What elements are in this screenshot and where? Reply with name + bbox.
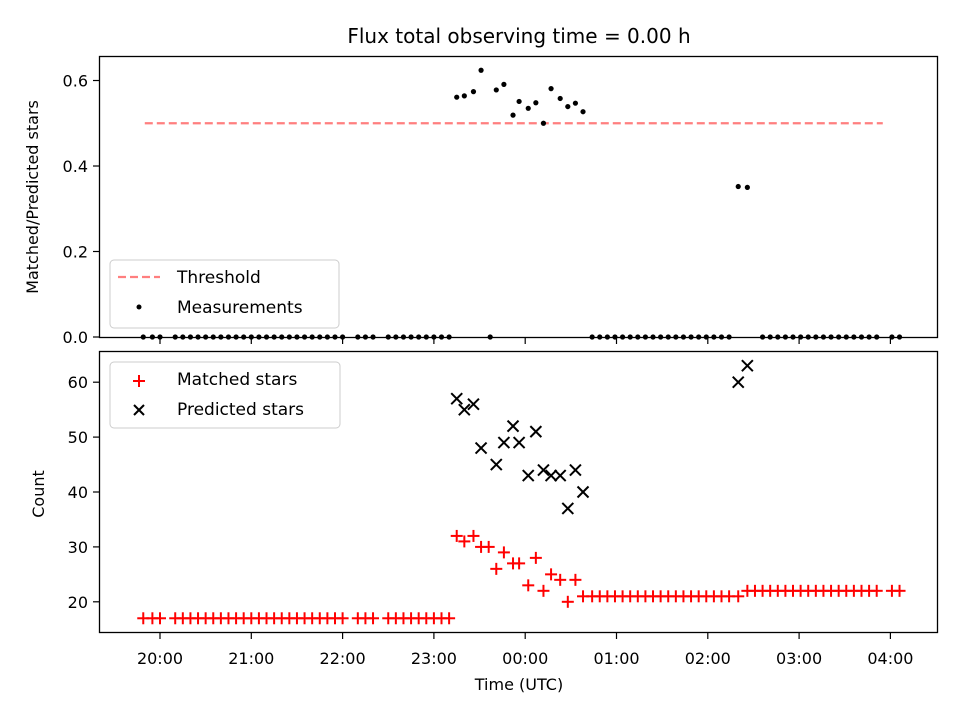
predicted-stars-point <box>467 397 480 411</box>
bottom-y-ticks: 20 30 40 50 60 <box>68 373 100 612</box>
measurement-point <box>557 95 563 102</box>
measurement-point <box>540 120 547 126</box>
matched-stars-point <box>732 590 745 603</box>
bottom-y-axis-label: Count <box>29 470 48 518</box>
bottom-legend-box <box>109 361 341 429</box>
measurement-point <box>501 81 507 87</box>
predicted-stars-point <box>732 375 745 389</box>
measurement-point <box>548 86 554 92</box>
matched-stars-point <box>529 551 542 564</box>
bottom-panel: 20 30 40 50 60 20:00 21:00 22:00 23:00 00:00 01:0… <box>29 350 939 694</box>
matched-legend-label: Matched stars <box>177 370 297 390</box>
predicted-stars-point <box>544 469 558 482</box>
predicted-stars-point <box>561 502 575 515</box>
top-axes-frame <box>98 55 939 339</box>
top-y-tick-label: 0.0 <box>63 328 88 347</box>
matched-stars-point <box>513 557 526 570</box>
measurement-point <box>461 93 467 99</box>
top-panel: 0.0 0.2 0.4 0.6 Matched/Predicted stars Thr… <box>23 55 939 347</box>
measurements-legend-label: Measurements <box>177 298 303 318</box>
matched-stars-point <box>450 529 463 542</box>
x-tick-label: 01:00 <box>593 649 639 668</box>
bottom-y-tick-label: 20 <box>68 593 88 612</box>
top-y-tick-label: 0.6 <box>63 72 88 91</box>
matched-stars-point <box>467 529 480 542</box>
x-tick-label: 23:00 <box>411 649 457 668</box>
measurement-point <box>580 109 586 115</box>
measurement-point <box>470 89 477 95</box>
predicted-stars-point <box>474 441 488 455</box>
x-tick-label: 03:00 <box>776 649 822 668</box>
bottom-plot-area <box>137 359 906 625</box>
measurement-point <box>565 103 571 110</box>
bottom-y-tick-label: 50 <box>68 428 88 447</box>
predicted-stars-point <box>450 392 463 405</box>
predicted-legend-label: Predicted stars <box>177 400 304 420</box>
matched-stars-point <box>545 568 558 581</box>
matched-stars-point <box>154 612 166 625</box>
measurement-point <box>478 67 484 73</box>
measurements-legend-swatch <box>136 304 142 310</box>
measurement-point <box>510 112 516 118</box>
bottom-y-tick-label: 60 <box>68 373 88 392</box>
predicted-legend-swatch <box>133 404 145 416</box>
matched-stars-point <box>522 579 535 592</box>
matched-stars-point <box>893 584 906 597</box>
x-tick-label: 04:00 <box>867 649 913 668</box>
top-y-ticks: 0.0 0.2 0.4 0.6 <box>63 72 100 347</box>
x-tick-label: 21:00 <box>228 649 274 668</box>
predicted-stars-point <box>497 436 511 449</box>
measurement-point <box>493 87 499 93</box>
bottom-legend: Matched stars Predicted stars <box>109 361 341 429</box>
matched-stars-point <box>490 562 503 575</box>
chart-title: Flux total observing time = 0.00 h <box>347 24 690 48</box>
measurement-point <box>454 94 460 100</box>
matched-stars-point <box>443 612 456 625</box>
predicted-stars-point <box>553 469 567 482</box>
threshold-legend-label: Threshold <box>176 268 261 288</box>
measurement-point <box>525 105 531 111</box>
matched-stars-point <box>554 573 567 586</box>
matched-stars-point <box>537 584 550 597</box>
top-x-ticks <box>159 337 892 344</box>
predicted-stars-point <box>506 419 520 433</box>
matched-stars-point <box>367 612 380 625</box>
top-legend-box <box>109 259 340 329</box>
predicted-stars-point <box>529 425 543 438</box>
measurement-point <box>533 100 539 106</box>
predicted-stars-point <box>741 359 754 372</box>
top-y-axis-label: Matched/Predicted stars <box>23 100 42 294</box>
top-legend: Threshold Measurements <box>109 259 340 329</box>
matched-stars-point <box>497 546 510 559</box>
bottom-y-tick-label: 40 <box>68 483 88 502</box>
predicted-stars-point <box>522 469 535 482</box>
top-y-tick-label: 0.4 <box>63 157 88 176</box>
measurement-point <box>516 98 522 105</box>
matched-stars-point <box>336 612 349 625</box>
x-tick-label: 22:00 <box>320 649 366 668</box>
matched-legend-swatch <box>133 375 145 387</box>
x-tick-label: 00:00 <box>502 649 548 668</box>
predicted-stars-point <box>537 463 550 477</box>
matched-stars-point <box>458 535 471 548</box>
predicted-stars-point <box>569 463 582 477</box>
top-y-tick-label: 0.2 <box>63 243 88 262</box>
measurement-point <box>735 183 741 190</box>
matched-stars-point <box>482 540 495 553</box>
bottom-x-ticks: 20:00 21:00 22:00 23:00 00:00 01:00 02:00 03:00… <box>137 632 913 668</box>
predicted-stars-point <box>458 403 471 416</box>
measurement-point <box>572 100 579 106</box>
predicted-stars-point <box>490 458 503 471</box>
matched-stars-point <box>561 595 574 608</box>
predicted-stars-point <box>512 436 526 449</box>
matched-stars-point <box>569 573 582 586</box>
x-axis-label: Time (UTC) <box>474 675 563 694</box>
x-tick-label: 02:00 <box>685 649 731 668</box>
x-tick-label: 20:00 <box>137 649 183 668</box>
matched-stars-point <box>870 584 883 597</box>
bottom-y-tick-label: 30 <box>68 538 88 557</box>
predicted-stars-point <box>576 485 590 499</box>
measurement-point <box>744 184 750 190</box>
